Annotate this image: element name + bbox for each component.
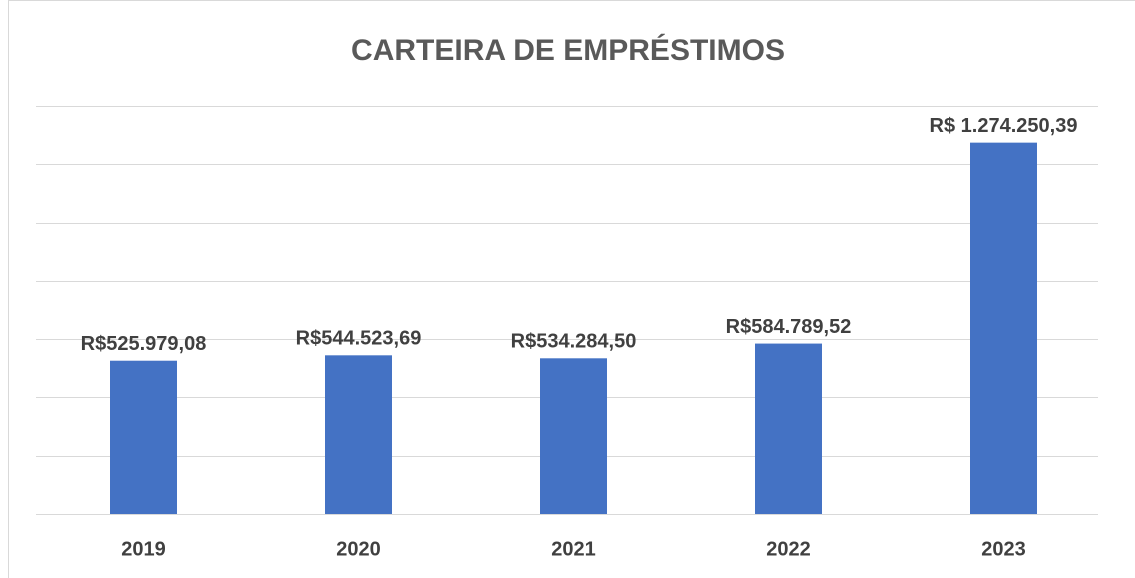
- x-tick-label: 2023: [981, 538, 1026, 560]
- chart-title: CARTEIRA DE EMPRÉSTIMOS: [351, 33, 785, 67]
- x-tick-label: 2022: [766, 538, 811, 560]
- data-label: R$525.979,08: [81, 333, 207, 355]
- x-tick-label: 2021: [551, 538, 596, 560]
- bar: [110, 360, 177, 514]
- data-label: R$584.789,52: [726, 316, 852, 338]
- data-label: R$ 1.274.250,39: [930, 115, 1078, 137]
- x-tick-label: 2019: [121, 538, 166, 560]
- bar: [755, 343, 822, 514]
- bar: [540, 358, 607, 514]
- x-tick-label: 2020: [336, 538, 381, 560]
- data-label: R$534.284,50: [511, 331, 637, 353]
- data-label: R$544.523,69: [296, 328, 422, 350]
- bar: [325, 355, 392, 514]
- bar: [970, 142, 1037, 514]
